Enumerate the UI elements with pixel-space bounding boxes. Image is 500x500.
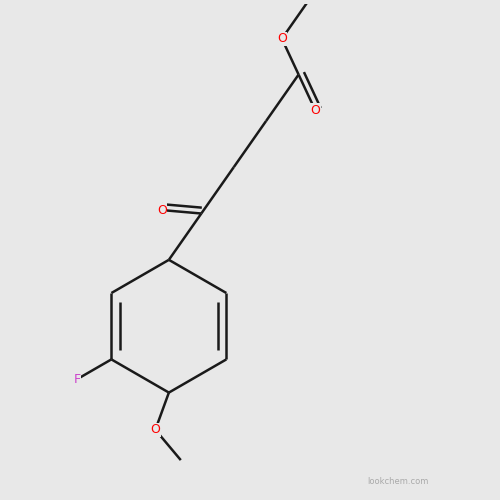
Text: O: O <box>157 204 167 216</box>
Text: O: O <box>150 424 160 436</box>
Text: lookchem.com: lookchem.com <box>367 476 428 486</box>
Text: O: O <box>277 32 287 45</box>
Text: O: O <box>310 104 320 117</box>
Text: F: F <box>74 372 80 386</box>
